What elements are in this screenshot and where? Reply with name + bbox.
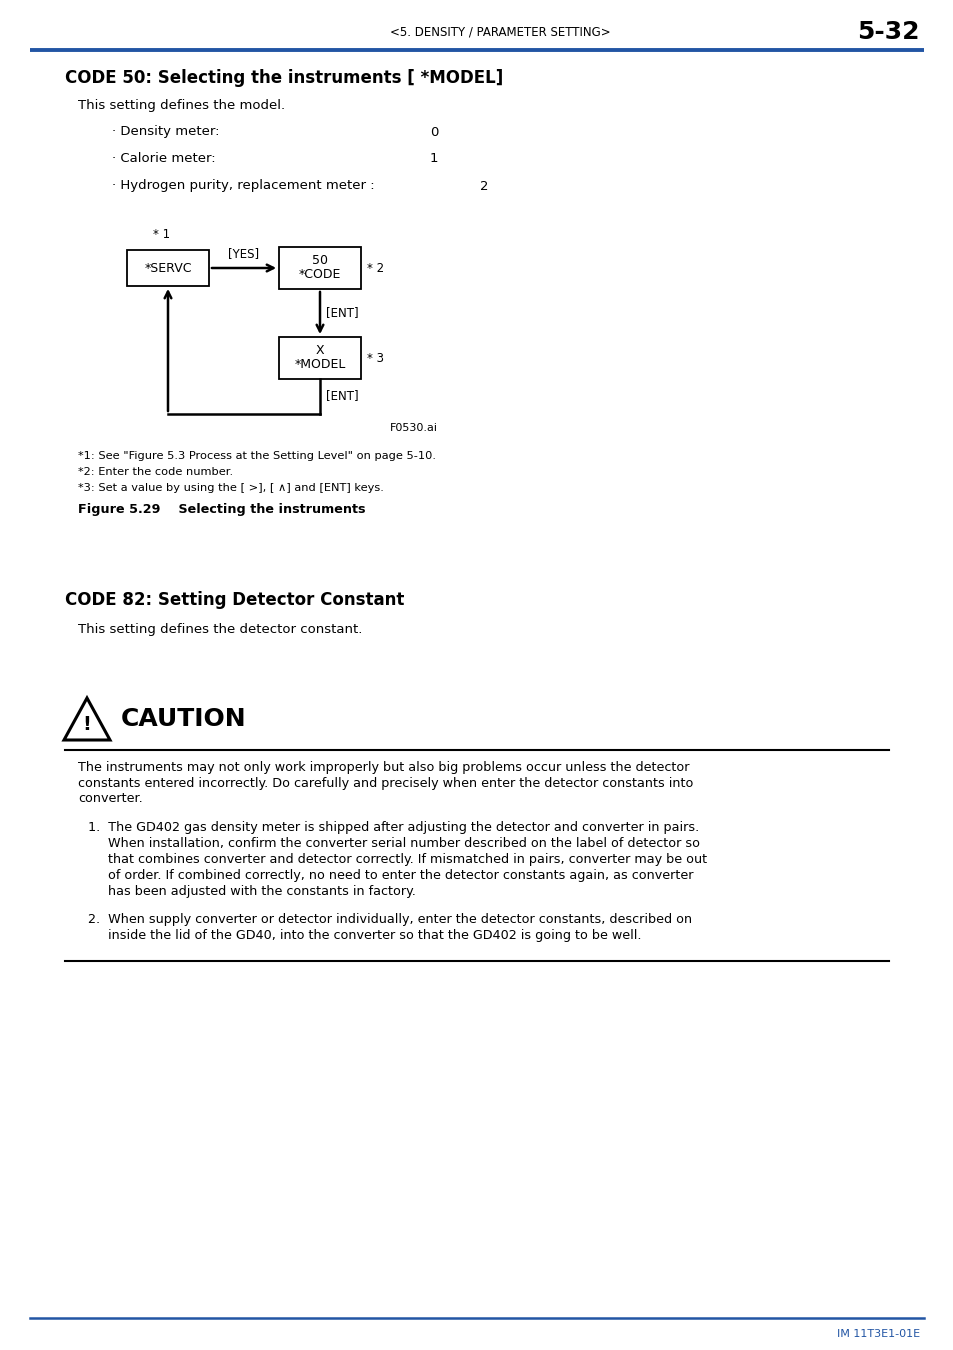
Text: 2.  When supply converter or detector individually, enter the detector constants: 2. When supply converter or detector ind… [88, 913, 691, 926]
Text: This setting defines the model.: This setting defines the model. [78, 99, 285, 112]
Text: <5. DENSITY / PARAMETER SETTING>: <5. DENSITY / PARAMETER SETTING> [389, 26, 610, 39]
Text: · Hydrogen purity, replacement meter :: · Hydrogen purity, replacement meter : [112, 180, 375, 193]
Text: 0: 0 [430, 126, 438, 139]
Text: *CODE: *CODE [298, 269, 341, 282]
Text: CODE 50: Selecting the instruments [ *MODEL]: CODE 50: Selecting the instruments [ *MO… [65, 69, 503, 86]
Text: F0530.ai: F0530.ai [390, 423, 437, 433]
Text: 5-32: 5-32 [857, 20, 919, 45]
Text: converter.: converter. [78, 792, 143, 806]
Text: inside the lid of the GD40, into the converter so that the GD402 is going to be : inside the lid of the GD40, into the con… [88, 929, 640, 941]
Text: Figure 5.29    Selecting the instruments: Figure 5.29 Selecting the instruments [78, 504, 365, 517]
Text: of order. If combined correctly, no need to enter the detector constants again, : of order. If combined correctly, no need… [88, 868, 693, 882]
Text: [ENT]: [ENT] [326, 306, 358, 320]
Text: 2: 2 [479, 180, 488, 193]
Text: *1: See "Figure 5.3 Process at the Setting Level" on page 5-10.: *1: See "Figure 5.3 Process at the Setti… [78, 451, 436, 460]
Text: 50: 50 [312, 255, 328, 267]
Text: !: ! [83, 714, 91, 733]
Text: CODE 82: Setting Detector Constant: CODE 82: Setting Detector Constant [65, 591, 404, 609]
Text: CAUTION: CAUTION [121, 707, 247, 730]
Text: *2: Enter the code number.: *2: Enter the code number. [78, 467, 233, 477]
Text: IM 11T3E1-01E: IM 11T3E1-01E [836, 1328, 919, 1339]
Text: When installation, confirm the converter serial number described on the label of: When installation, confirm the converter… [88, 837, 700, 849]
Text: * 1: * 1 [152, 228, 170, 240]
Text: 1: 1 [430, 153, 438, 166]
Text: · Density meter:: · Density meter: [112, 126, 219, 139]
Text: · Calorie meter:: · Calorie meter: [112, 153, 215, 166]
Text: constants entered incorrectly. Do carefully and precisely when enter the detecto: constants entered incorrectly. Do carefu… [78, 776, 693, 790]
Text: This setting defines the detector constant.: This setting defines the detector consta… [78, 624, 362, 636]
Text: has been adjusted with the constants in factory.: has been adjusted with the constants in … [88, 884, 416, 898]
Text: [ENT]: [ENT] [326, 390, 358, 402]
Text: *3: Set a value by using the [ >], [ ∧] and [ENT] keys.: *3: Set a value by using the [ >], [ ∧] … [78, 483, 383, 493]
Text: * 3: * 3 [367, 351, 384, 364]
Text: The instruments may not only work improperly but also big problems occur unless : The instruments may not only work improp… [78, 760, 689, 774]
Text: X: X [315, 344, 324, 358]
Text: *MODEL: *MODEL [294, 359, 345, 371]
Text: that combines converter and detector correctly. If mismatched in pairs, converte: that combines converter and detector cor… [88, 852, 706, 865]
Text: *SERVC: *SERVC [144, 262, 192, 274]
Bar [127, 250, 209, 286]
Text: [YES]: [YES] [228, 247, 259, 261]
Text: 1.  The GD402 gas density meter is shipped after adjusting the detector and conv: 1. The GD402 gas density meter is shippe… [88, 821, 699, 833]
Bar [278, 247, 360, 289]
Text: * 2: * 2 [367, 262, 384, 274]
Bar [278, 338, 360, 379]
